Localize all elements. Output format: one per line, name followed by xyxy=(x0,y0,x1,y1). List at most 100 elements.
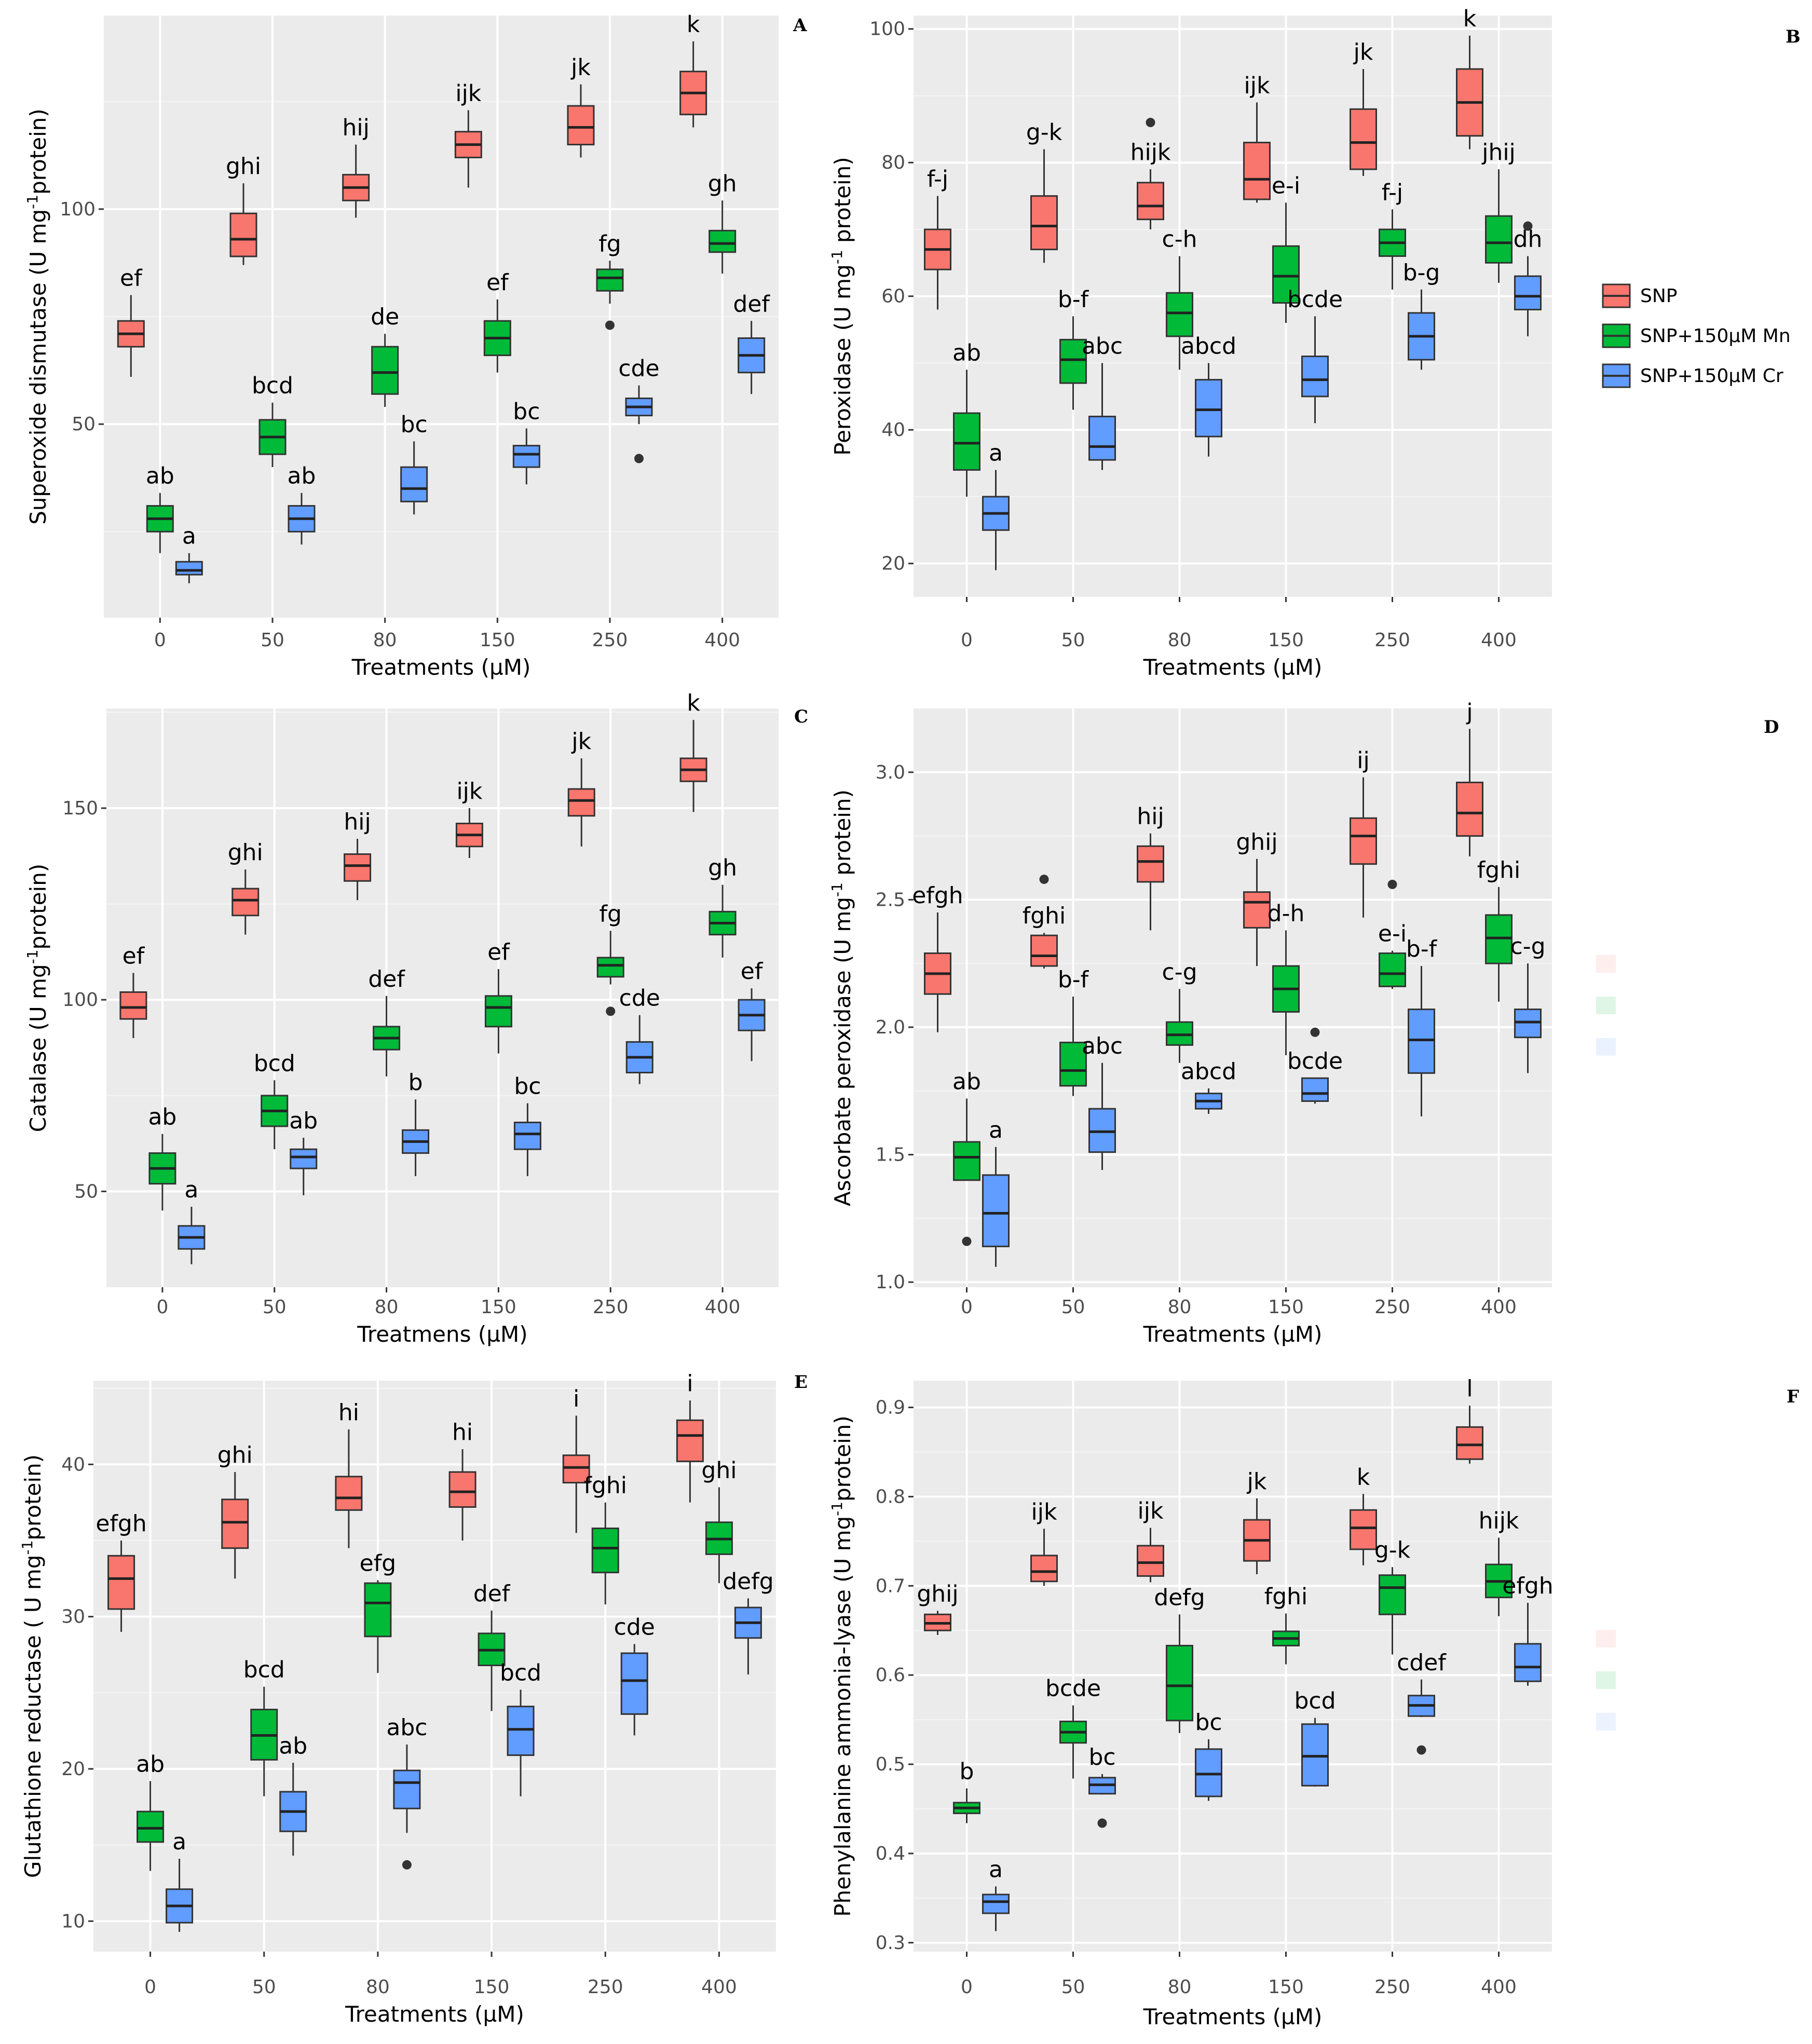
y-axis-title: Superoxide dismutase (U mg-1protein) xyxy=(24,108,51,525)
x-tick-label: 250 xyxy=(1374,1297,1410,1318)
box-outlier xyxy=(1523,221,1533,231)
significance-label: ghi xyxy=(217,1442,253,1468)
box-outlier xyxy=(402,1860,412,1870)
y-tick-label: 60 xyxy=(881,286,905,307)
x-tick-label: 250 xyxy=(1374,1977,1410,1998)
significance-label: bcde xyxy=(1045,1675,1101,1702)
significance-label: ab xyxy=(952,339,981,366)
x-axis-title: Treatments (µM) xyxy=(1143,655,1323,680)
box-body xyxy=(229,212,257,257)
y-tick-label: 0.7 xyxy=(876,1575,905,1597)
significance-label: k xyxy=(1463,6,1477,32)
significance-label: def xyxy=(473,1580,511,1607)
significance-label: abc xyxy=(1082,1033,1123,1059)
significance-label: gh xyxy=(708,855,737,881)
significance-label: bcd xyxy=(1294,1688,1336,1714)
x-tick-label: 0 xyxy=(961,1297,973,1318)
x-tick-label: 150 xyxy=(1268,1977,1304,1998)
significance-label: bc xyxy=(513,398,540,425)
box-body xyxy=(562,1454,590,1484)
significance-label: hijk xyxy=(1479,1508,1519,1534)
box-body xyxy=(1195,379,1222,438)
legend: SNP SNP+150µM Mn SNP+150µM Cr xyxy=(1588,272,1806,400)
box-body xyxy=(1137,1545,1164,1577)
significance-label: l xyxy=(1466,1375,1473,1402)
box-body xyxy=(1030,1555,1058,1583)
significance-label: ef xyxy=(487,939,510,965)
significance-label: c-h xyxy=(1162,226,1197,252)
significance-label: abcd xyxy=(1181,1058,1236,1085)
y-tick-label: 100 xyxy=(60,199,96,220)
y-tick-label: 30 xyxy=(61,1606,85,1628)
significance-label: fg xyxy=(600,901,622,927)
box-body xyxy=(175,561,203,576)
significance-label: abc xyxy=(386,1714,427,1741)
significance-label: k xyxy=(687,11,700,38)
significance-label: abc xyxy=(1082,333,1123,359)
panel-c-letter: C xyxy=(794,706,808,727)
box-body xyxy=(1514,1643,1542,1682)
significance-label: ef xyxy=(741,958,764,985)
significance-label: cde xyxy=(618,356,659,382)
box-body xyxy=(1514,275,1542,310)
x-tick-label: 150 xyxy=(1268,630,1304,651)
significance-label: efgh xyxy=(96,1510,146,1537)
significance-label: de xyxy=(371,304,399,330)
box-outlier xyxy=(1310,1027,1320,1037)
y-tick-label: 0.9 xyxy=(876,1397,905,1419)
box-body xyxy=(290,1148,318,1169)
y-tick-label: 1.0 xyxy=(876,1272,905,1293)
x-tick-label: 50 xyxy=(1061,1977,1085,1998)
y-tick-label: 10 xyxy=(61,1911,85,1932)
significance-label: a xyxy=(989,1857,1003,1883)
legend-item-snp-mn: SNP+150µM Mn xyxy=(1602,323,1791,348)
panel-e-background xyxy=(93,1381,776,1952)
significance-label: ghij xyxy=(917,1580,958,1607)
significance-label: a xyxy=(184,1177,198,1203)
significance-label: ab xyxy=(279,1733,307,1759)
significance-label: efgh xyxy=(912,882,963,909)
legend-item-snp-cr: SNP+150µM Cr xyxy=(1602,363,1783,388)
panel-f-phenylalanine-ammonia-lyase: 0.3 0.4 0.5 0.6 0.7 0.8 0.9 0 50 80 150 250 400 ghij i… xyxy=(828,1375,1554,2029)
panel-b-peroxidase: 20 40 60 80 100 0 50 80 150 250 400 f-j g-k hijk ijk jk… xyxy=(828,6,1552,680)
significance-label: g-k xyxy=(1374,1537,1411,1563)
x-tick-label: 0 xyxy=(961,630,973,651)
box-body xyxy=(1350,1509,1377,1550)
significance-label: i xyxy=(687,1370,693,1397)
significance-label: a xyxy=(172,1829,186,1855)
significance-label: hij xyxy=(344,809,371,835)
significance-label: i xyxy=(573,1385,579,1412)
y-tick-label: 150 xyxy=(62,798,98,819)
box-body xyxy=(335,1476,363,1511)
x-tick-label: 250 xyxy=(1374,630,1410,651)
significance-label: f-j xyxy=(927,166,948,193)
box-body xyxy=(221,1498,249,1549)
significance-label: bcd xyxy=(252,373,293,399)
y-tick-label: 100 xyxy=(869,19,905,40)
box-body xyxy=(982,1893,1010,1914)
legend-label-snp-mn: SNP+150µM Mn xyxy=(1640,325,1791,347)
significance-label: ij xyxy=(1357,747,1369,774)
significance-label: b xyxy=(408,1069,423,1096)
x-tick-label: 80 xyxy=(366,1977,390,1998)
box-outlier xyxy=(1097,1818,1107,1828)
significance-label: ef xyxy=(486,269,509,296)
significance-label: b-g xyxy=(1403,260,1440,286)
x-tick-label: 80 xyxy=(1168,1977,1192,1998)
significance-label: ef xyxy=(122,943,145,970)
significance-label: ab xyxy=(136,1751,165,1777)
x-tick-label: 400 xyxy=(1481,630,1517,651)
x-tick-label: 400 xyxy=(1481,1297,1517,1318)
box-body xyxy=(512,445,540,468)
significance-label: jk xyxy=(571,728,591,755)
panel-b-letter: B xyxy=(1786,26,1801,47)
ghost-legend-d xyxy=(1596,955,1616,1056)
x-axis-title: Treatments (µM) xyxy=(351,655,531,680)
box-body xyxy=(119,991,147,1020)
box-body xyxy=(1301,1723,1329,1787)
significance-label: bcd xyxy=(243,1657,285,1683)
box-body xyxy=(1195,1748,1222,1797)
significance-label: abcd xyxy=(1181,333,1236,359)
